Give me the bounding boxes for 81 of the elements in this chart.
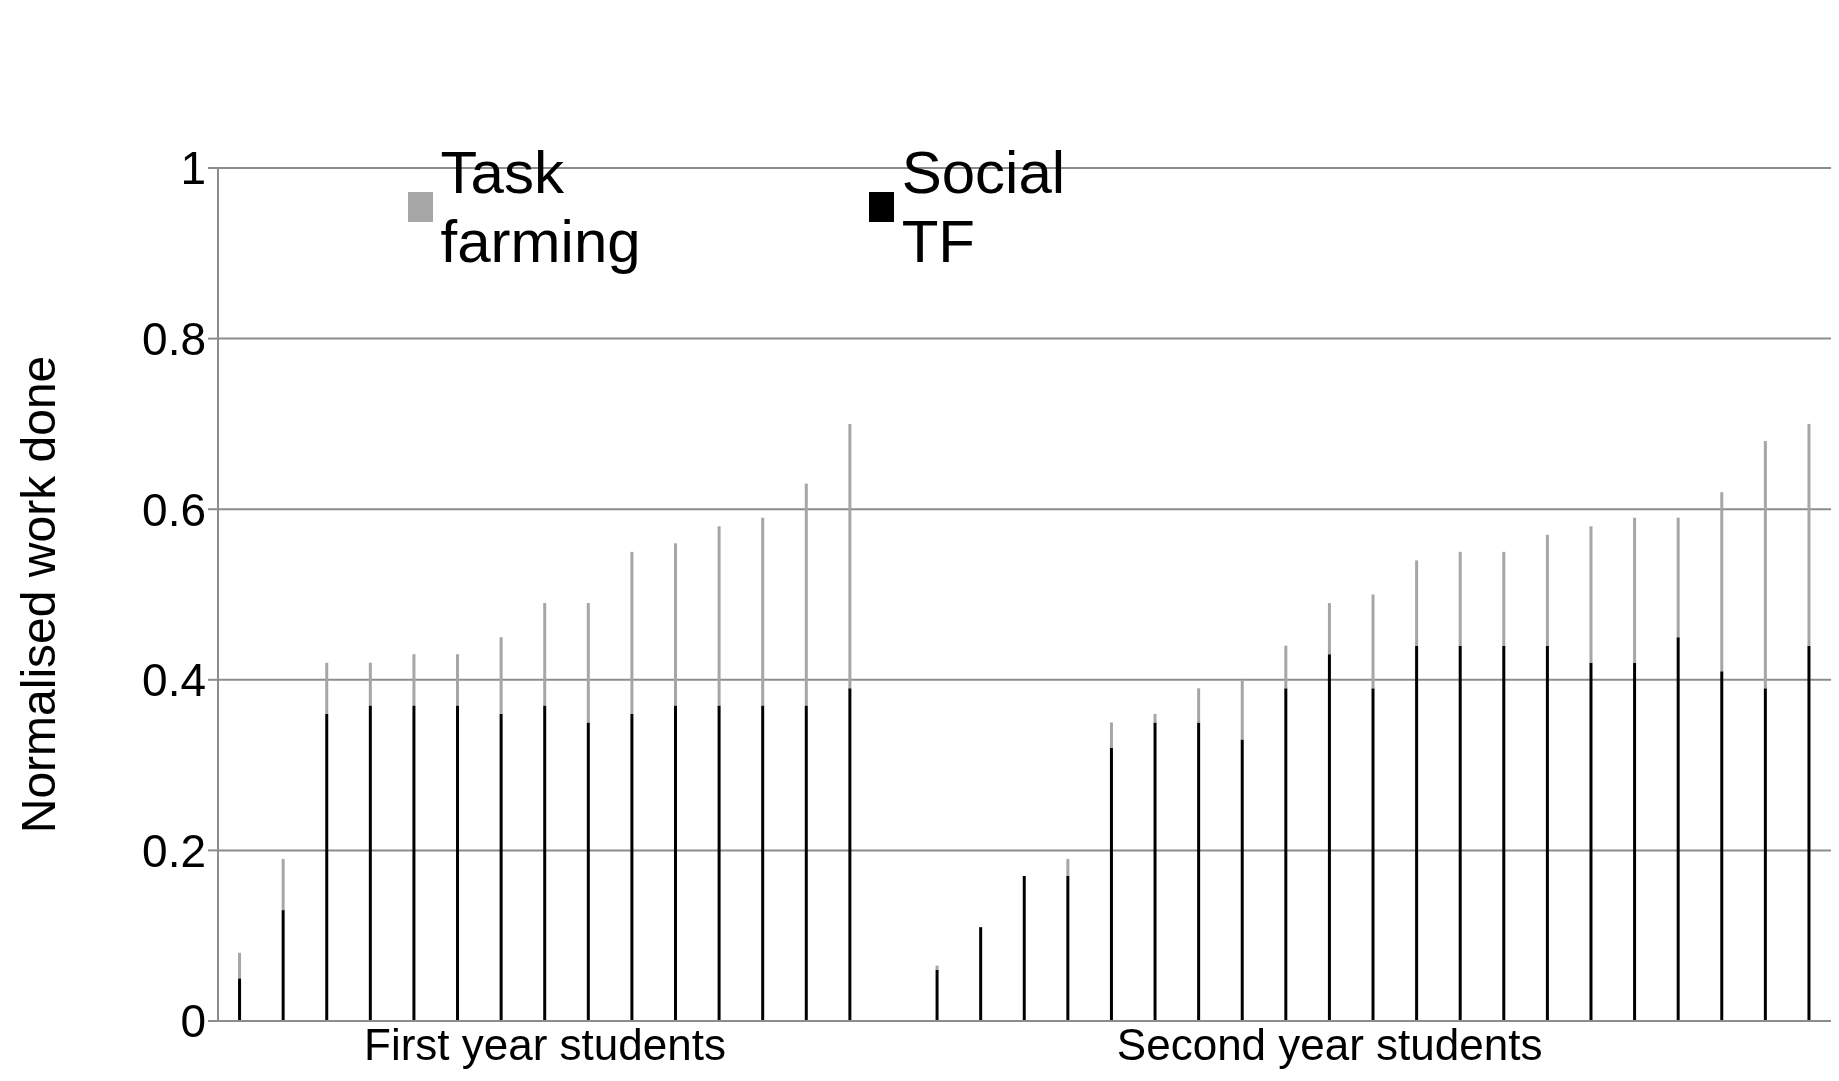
bar [1807,423,1811,646]
bar [1763,440,1767,689]
bar [1807,645,1811,1021]
bar [1545,645,1549,1021]
bar [586,722,590,1021]
bar [1589,526,1593,663]
bar [1284,645,1288,689]
bar [761,705,765,1021]
bar [1502,645,1506,1021]
bar [325,713,329,1021]
bar [1415,645,1419,1021]
bar [848,688,852,1021]
bar [1763,688,1767,1021]
bar [674,705,677,1021]
bar [1284,688,1288,1021]
bar [1153,722,1157,1021]
y-tick-label: 0.2 [142,824,206,877]
bar [1371,594,1375,689]
bar [1240,679,1244,740]
bar [281,858,285,911]
bar [848,423,852,689]
bar [935,965,939,970]
bar [630,713,634,1021]
x-tick-label: First year students [364,1020,726,1070]
bar [238,952,242,979]
y-tick-label: 0 [180,995,206,1048]
bar [804,483,808,706]
bar [543,705,547,1021]
bar [1109,722,1113,749]
bar [717,526,721,706]
bar [281,910,285,1021]
bar [499,713,503,1021]
y-axis-title: Normalised work done [12,355,66,834]
x-tick-label: Second year students [1116,1020,1543,1070]
bar [717,705,721,1021]
bar [1589,662,1593,1021]
bar [804,705,808,1021]
legend-label: Social TF [900,138,1067,276]
bar [1633,662,1637,1021]
bar [1327,654,1331,1021]
bar [1415,560,1419,646]
bar [412,654,416,706]
bar [543,603,547,706]
bar [1502,551,1506,646]
bar [935,969,939,1021]
bar [368,705,372,1021]
bar [630,551,634,714]
bar [1197,722,1201,1021]
bar [499,637,503,714]
y-tick-label: 0.4 [142,654,206,707]
bar [412,705,416,1021]
bar [1676,637,1680,1021]
bar [1720,492,1724,672]
bar [1458,551,1462,646]
bar [325,662,329,714]
bar [1066,875,1070,1021]
y-tick-label: 0.8 [142,312,206,365]
bar [674,543,677,706]
y-tick-label: 1 [180,142,206,195]
bar [1197,688,1201,723]
bar [761,517,765,706]
bar [368,662,372,706]
bar [1545,534,1549,646]
bar [1240,739,1244,1021]
bar [586,603,590,723]
bar [1458,645,1462,1021]
bar [1371,688,1375,1021]
bar [1066,858,1070,876]
bar [1633,517,1637,663]
y-tick-label: 0.6 [142,483,206,536]
bar [456,654,460,706]
bar [1022,875,1026,1021]
bar [979,927,983,1021]
bar [1153,713,1157,723]
bar [1327,603,1331,655]
bar [238,978,242,1021]
legend-label: Task farming [439,138,642,276]
bar [1720,671,1724,1021]
bar [1109,748,1113,1021]
bar [456,705,460,1021]
bar [1676,517,1680,638]
